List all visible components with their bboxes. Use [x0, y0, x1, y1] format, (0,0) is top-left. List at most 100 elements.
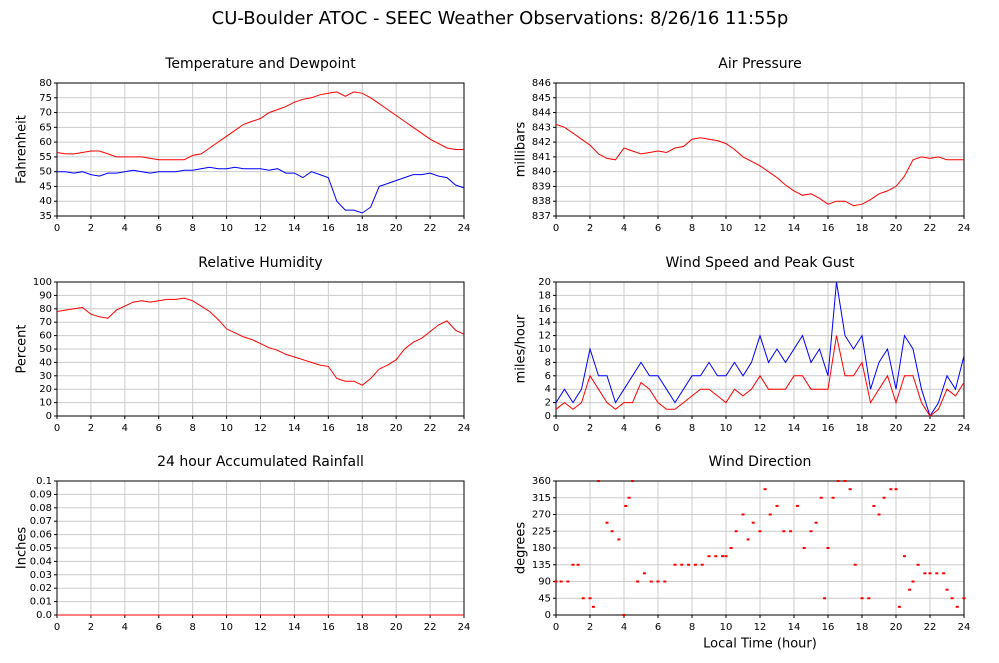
x-tick-label: 12 — [254, 622, 267, 633]
plot-frame — [555, 82, 965, 217]
data-point — [853, 563, 857, 566]
y-axis-label: millibars — [514, 122, 529, 178]
data-point — [627, 496, 631, 499]
x-tick-label: 16 — [322, 223, 335, 234]
x-tick-label: 22 — [924, 223, 937, 234]
y-tick-label: 0 — [545, 610, 551, 621]
data-point — [642, 572, 646, 575]
data-point — [649, 580, 653, 583]
y-tick-label: 60 — [39, 137, 52, 148]
x-tick-label: 2 — [88, 423, 94, 434]
y-tick-label: 842 — [532, 137, 551, 148]
data-point — [687, 563, 691, 566]
x-tick-label: 14 — [288, 223, 301, 234]
y-tick-label: 0.01 — [30, 597, 52, 608]
y-tick-label: 35 — [39, 211, 52, 222]
chart-title: Air Pressure — [718, 56, 801, 72]
data-point — [950, 597, 954, 600]
chart-panel: Wind Speed and Peak Gustmiles/hour024681… — [514, 255, 971, 434]
x-tick-label: 4 — [621, 622, 627, 633]
x-tick-label: 20 — [890, 622, 903, 633]
y-tick-label: 0 — [46, 411, 52, 422]
y-tick-label: 843 — [532, 122, 551, 133]
data-point — [826, 547, 830, 549]
data-point — [928, 572, 932, 575]
x-tick-label: 4 — [621, 423, 627, 434]
data-point — [935, 572, 939, 575]
data-line — [57, 166, 465, 214]
x-tick-label: 8 — [189, 223, 195, 234]
data-point — [923, 572, 927, 575]
data-point — [605, 521, 609, 524]
data-point — [955, 605, 959, 608]
data-line — [56, 91, 464, 161]
data-point — [597, 480, 600, 482]
x-tick-label: 8 — [689, 622, 695, 633]
x-tick-label: 24 — [958, 622, 971, 633]
x-tick-label: 8 — [689, 423, 695, 434]
x-tick-label: 20 — [390, 622, 403, 633]
data-point — [819, 496, 823, 499]
chart-title: Relative Humidity — [198, 255, 322, 271]
y-tick-label: 270 — [532, 510, 551, 521]
data-point — [721, 555, 725, 558]
x-tick-label: 2 — [587, 223, 593, 234]
data-point — [823, 597, 827, 600]
data-point — [588, 597, 592, 600]
data-point — [622, 614, 626, 616]
y-tick-label: 30 — [39, 371, 52, 382]
data-point — [897, 605, 901, 608]
x-tick-label: 10 — [720, 423, 733, 434]
data-point — [741, 513, 745, 516]
y-tick-label: 6 — [545, 371, 551, 382]
data-point — [809, 530, 813, 533]
y-tick-label: 841 — [532, 152, 551, 163]
y-tick-label: 4 — [545, 384, 551, 395]
y-tick-label: 845 — [532, 93, 551, 104]
x-tick-label: 2 — [587, 622, 593, 633]
x-tick-label: 0 — [553, 223, 559, 234]
x-tick-label: 8 — [689, 223, 695, 234]
x-tick-label: 12 — [754, 223, 767, 234]
y-tick-label: 40 — [39, 196, 52, 207]
x-tick-label: 14 — [788, 622, 801, 633]
x-tick-label: 16 — [322, 622, 335, 633]
y-axis-label: Percent — [15, 325, 30, 374]
plot-frame — [56, 281, 465, 417]
data-point — [789, 530, 793, 533]
data-point — [836, 480, 840, 482]
data-point — [867, 597, 871, 600]
y-axis-label: Inches — [15, 527, 30, 569]
y-tick-label: 360 — [532, 476, 551, 487]
data-point — [795, 504, 799, 507]
data-point — [945, 588, 949, 591]
x-tick-label: 24 — [458, 622, 471, 633]
data-point — [693, 563, 697, 566]
x-tick-label: 6 — [156, 423, 162, 434]
data-point — [877, 513, 881, 516]
y-tick-label: 838 — [532, 196, 551, 207]
chart-title: 24 hour Accumulated Rainfall — [157, 454, 364, 470]
x-tick-label: 24 — [458, 423, 471, 434]
y-tick-label: 0.04 — [30, 556, 52, 567]
x-tick-label: 8 — [189, 423, 195, 434]
x-tick-label: 0 — [54, 223, 60, 234]
data-point — [724, 555, 728, 558]
data-line — [555, 123, 964, 207]
x-tick-label: 20 — [890, 423, 903, 434]
data-point — [831, 496, 835, 499]
x-tick-label: 12 — [254, 223, 267, 234]
y-axis-label: Fahrenheit — [15, 115, 30, 184]
data-point — [814, 521, 818, 524]
x-tick-label: 10 — [220, 223, 233, 234]
data-point — [872, 504, 876, 507]
x-tick-label: 18 — [356, 423, 369, 434]
data-point — [617, 538, 621, 541]
x-tick-label: 4 — [122, 622, 128, 633]
y-tick-label: 0.1 — [36, 476, 52, 487]
data-point — [751, 521, 755, 524]
x-tick-label: 16 — [822, 223, 835, 234]
data-point — [700, 563, 704, 566]
